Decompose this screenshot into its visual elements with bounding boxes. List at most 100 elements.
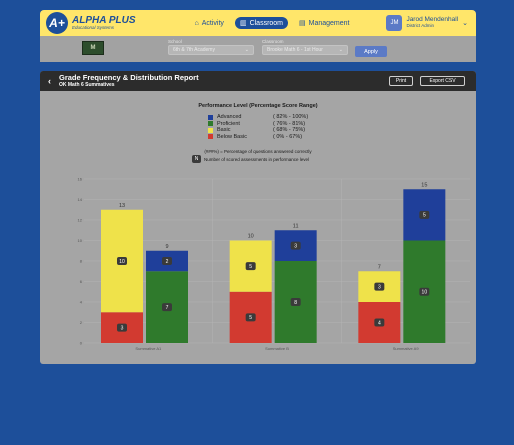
report-header: ‹ Grade Frequency & Distribution Report … — [40, 71, 476, 91]
legend-level-range: ( 82% - 100%) — [273, 114, 309, 121]
bar-total-label: 13 — [119, 203, 125, 209]
app-header: A+ ALPHA PLUS Educational Systems ⌂ Acti… — [40, 10, 476, 36]
report-card: ‹ Grade Frequency & Distribution Report … — [40, 71, 476, 364]
classroom-label: Classroom — [262, 39, 284, 44]
segment-count-chip — [117, 257, 127, 265]
legend-row-below-basic: Below Basic ( 0% - 67%) — [208, 134, 308, 141]
segment-count-chip — [245, 313, 256, 322]
swatch-below-basic — [208, 134, 213, 140]
user-name: Jarod Mendenhall — [406, 16, 459, 24]
school-select[interactable]: 6th & 7th Academy ⌄ — [168, 45, 254, 55]
nav-activity[interactable]: ⌂ Activity — [190, 18, 229, 29]
y-tick-label: 4 — [80, 300, 83, 305]
print-button[interactable]: Print — [389, 76, 413, 86]
y-tick-label: 12 — [78, 218, 83, 223]
y-tick-label: 0 — [80, 341, 83, 346]
classroom-field: Classroom Brooke Math 6 - 1st Hour ⌄ — [262, 39, 348, 55]
legend: Performance Level (Percentage Score Rang… — [40, 103, 476, 109]
segment-count-label: 4 — [378, 320, 381, 326]
segment-count-label: 5 — [249, 264, 252, 270]
y-tick-label: 10 — [78, 238, 83, 243]
y-tick-label: 14 — [78, 197, 83, 202]
legend-level-range: ( 0% - 67%) — [273, 133, 303, 140]
nav-activity-label: Activity — [201, 19, 224, 27]
legend-title: Performance Level (Percentage Score Rang… — [198, 103, 318, 109]
legend-row-proficient: Proficient ( 76% - 81%) — [208, 121, 308, 128]
export-csv-button[interactable]: Export CSV — [420, 76, 465, 86]
legend-levels: Advanced ( 82% - 100%) Proficient ( 76% … — [208, 114, 308, 140]
logo[interactable]: A+ ALPHA PLUS Educational Systems — [46, 12, 136, 34]
grade-distribution-chart: 0 2 4 6 8 10 12 14 16 Summative A1 Summative B Summ… — [78, 177, 470, 351]
swatch-proficient — [208, 121, 213, 127]
segment-count-chip — [374, 318, 385, 327]
chevron-down-icon: ⌄ — [462, 20, 468, 27]
count-chip: N — [192, 155, 201, 163]
segment-count-label: 3 — [378, 284, 381, 290]
user-menu[interactable]: JM Jarod Mendenhall District Admin ⌄ — [386, 15, 468, 31]
segment-count-chip — [290, 298, 301, 306]
chevron-down-icon: ⌄ — [244, 47, 249, 53]
segment-count-chip — [419, 287, 430, 296]
legend-level-name: Basic — [217, 127, 231, 134]
y-tick-label: 16 — [78, 177, 83, 182]
school-label: School — [168, 39, 182, 44]
segment-count-chip — [245, 262, 256, 271]
classroom-select[interactable]: Brooke Math 6 - 1st Hour ⌄ — [262, 45, 348, 55]
school-field: School 6th & 7th Academy ⌄ — [168, 39, 254, 55]
swatch-advanced — [208, 114, 213, 120]
apply-button[interactable]: Apply — [355, 46, 387, 57]
nav-management[interactable]: ▤ Management — [294, 17, 354, 29]
clipboard-icon: ▤ — [299, 20, 306, 27]
main-nav: ⌂ Activity ▥ Classroom ▤ Management — [190, 17, 355, 29]
legend-note: (###%) = Percentage of questions answere… — [204, 149, 312, 154]
school-crest: M — [82, 41, 104, 55]
swatch-basic — [208, 127, 213, 133]
bar-total-label: 11 — [293, 223, 299, 229]
segment-count-chip — [162, 257, 172, 265]
x-tick-label: Summative A9 — [393, 346, 420, 351]
segment-count-label: 8 — [294, 300, 297, 306]
x-tick-label: Summative A1 — [135, 346, 162, 351]
legend-level-name: Below Basic — [217, 133, 247, 140]
avatar: JM — [386, 15, 403, 31]
segment-count-label: 3 — [294, 243, 297, 249]
book-icon: ▥ — [239, 20, 247, 27]
segment-count-label: 2 — [166, 259, 169, 265]
nav-management-label: Management — [308, 19, 350, 27]
y-tick-label: 8 — [80, 259, 83, 264]
filter-bar: M School 6th & 7th Academy ⌄ Classroom B… — [40, 36, 476, 62]
segment-count-chip — [162, 303, 172, 312]
legend-count: N Number of scored assessments in perfor… — [192, 155, 309, 163]
segment-count-label: 5 — [249, 315, 252, 321]
segment-count-label: 7 — [166, 305, 169, 311]
legend-level-range: ( 76% - 81%) — [273, 120, 306, 127]
segment-count-label: 3 — [121, 325, 124, 331]
legend-row-basic: Basic ( 68% - 75%) — [208, 127, 308, 134]
chevron-down-icon: ⌄ — [338, 47, 343, 53]
logo-badge: A+ — [46, 12, 68, 34]
report-title: Grade Frequency & Distribution Report — [59, 73, 199, 83]
home-icon: ⌂ — [194, 19, 199, 27]
bar-total-label: 9 — [165, 244, 168, 250]
classroom-value: Brooke Math 6 - 1st Hour — [267, 47, 323, 53]
segment-count-chip — [374, 282, 385, 291]
count-note: Number of scored assessments in performa… — [204, 156, 310, 162]
bar-total-label: 15 — [421, 182, 427, 188]
y-tick-label: 6 — [80, 279, 83, 284]
x-tick-label: Summative B — [265, 346, 289, 351]
segment-count-label: 10 — [422, 290, 428, 296]
user-role: District Admin — [406, 23, 434, 29]
y-tick-label: 2 — [80, 320, 83, 325]
segment-count-chip — [117, 323, 127, 332]
legend-level-name: Proficient — [217, 120, 240, 127]
nav-classroom-label: Classroom — [249, 19, 284, 27]
nav-classroom[interactable]: ▥ Classroom — [234, 17, 289, 29]
back-icon[interactable]: ‹ — [48, 76, 51, 86]
logo-subtitle: Educational Systems — [72, 24, 115, 30]
report-subtitle: OK Math 6 Summatives — [59, 81, 115, 88]
bar-total-label: 10 — [248, 234, 254, 240]
segment-count-label: 10 — [119, 259, 125, 265]
segment-count-label: 5 — [423, 213, 426, 219]
segment-count-chip — [290, 241, 301, 250]
logo-title: ALPHA PLUS — [72, 14, 136, 26]
